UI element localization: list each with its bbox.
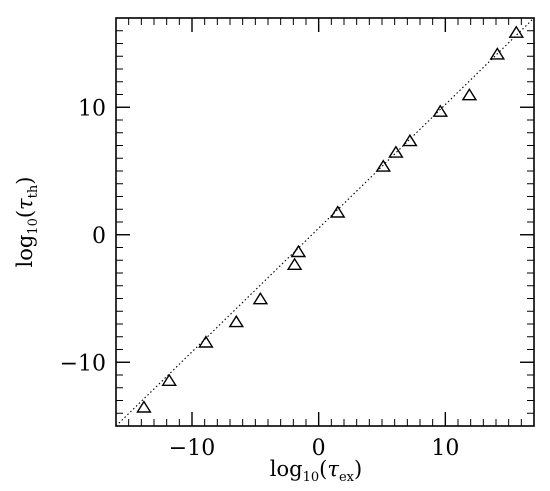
data-point <box>508 25 525 38</box>
x-axis-label-symbol: τ <box>327 457 339 481</box>
data-point <box>161 373 177 386</box>
data-point <box>136 400 152 413</box>
reference-line-layer <box>116 18 534 426</box>
data-point <box>432 104 449 117</box>
y-axis-label-close: ) <box>13 177 37 185</box>
x-tick-label: 0 <box>312 436 326 461</box>
data-point-layer <box>136 25 525 413</box>
tick-mark-layer <box>115 17 535 427</box>
y-axis-label-symbol: τ <box>13 198 37 210</box>
data-point <box>228 314 245 328</box>
y-tick-label: 0 <box>92 224 106 249</box>
y-axis-label-open: ( <box>13 210 37 218</box>
reference-line <box>116 18 534 426</box>
x-axis-label-open: ( <box>319 457 327 481</box>
x-tick-label: −10 <box>169 436 215 461</box>
data-point <box>402 133 418 147</box>
y-tick-label: −10 <box>60 351 106 376</box>
plot-frame <box>115 17 535 427</box>
x-tick-label: 10 <box>431 436 459 461</box>
y-axis-label-base: 10 <box>26 218 41 235</box>
tick-label-layer: −10 0 10 −10 0 10 <box>60 96 460 461</box>
data-point <box>252 291 269 305</box>
x-axis-label: log10(τex) <box>270 457 362 485</box>
data-point <box>461 87 478 101</box>
data-point <box>286 257 303 270</box>
x-axis-label-prefix: log <box>270 457 303 481</box>
data-point <box>198 335 214 348</box>
x-axis-label-base: 10 <box>303 470 320 485</box>
data-point <box>329 205 346 218</box>
data-point <box>489 47 506 60</box>
y-axis-label: log10(τth) <box>13 177 41 268</box>
data-point <box>290 244 307 258</box>
x-axis-label-close: ) <box>354 457 362 481</box>
data-point <box>375 159 392 172</box>
y-tick-label: 10 <box>78 96 106 121</box>
x-axis-label-sub: ex <box>339 470 355 485</box>
y-axis-label-sub: th <box>26 184 41 198</box>
data-point <box>388 145 404 158</box>
y-axis-label-prefix: log <box>13 235 37 268</box>
